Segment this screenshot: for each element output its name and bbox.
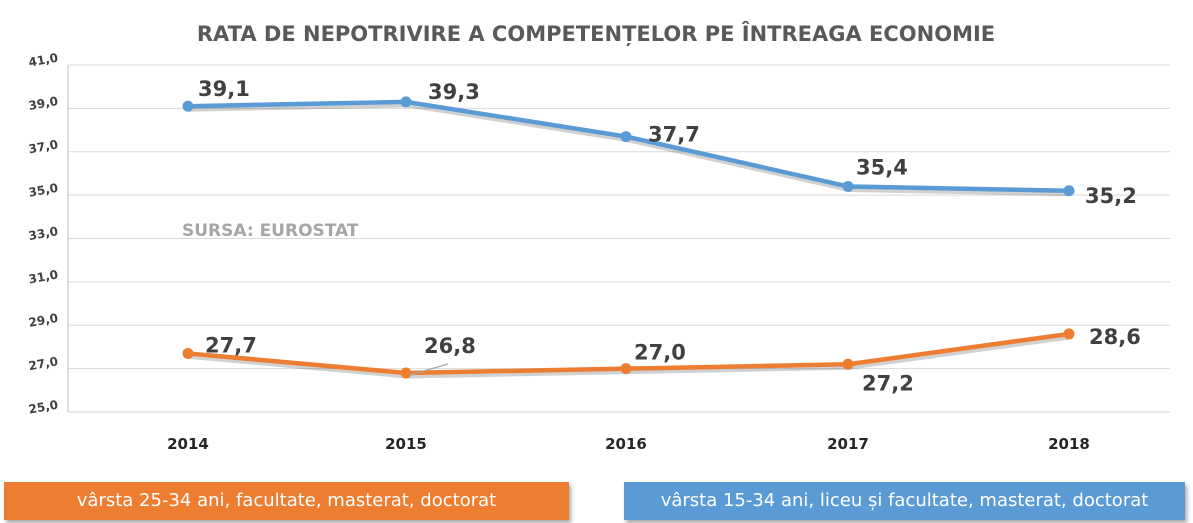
data-point: [842, 180, 854, 192]
data-label: 28,6: [1089, 325, 1141, 349]
y-tick-label: 25,0: [28, 398, 60, 417]
data-point: [182, 100, 194, 112]
x-tick-label: 2018: [1048, 435, 1090, 453]
y-tick-label: 35,0: [28, 181, 60, 200]
data-label: 39,3: [428, 80, 480, 104]
source-annotation: SURSA: EUROSTAT: [182, 221, 359, 241]
data-label: 26,8: [424, 334, 476, 358]
data-point: [400, 367, 412, 379]
x-axis: 2014 2015 2016 2017 2018: [167, 435, 1090, 453]
series-orange: 27,7 26,8 27,0 27,2 28,6: [182, 325, 1141, 395]
y-tick-label: 33,0: [28, 224, 60, 243]
x-tick-label: 2016: [605, 435, 647, 453]
legend-item-orange-series: vârsta 25-34 ani, facultate, masterat, d…: [4, 482, 569, 520]
chart-title: RATA DE NEPOTRIVIRE A COMPETENȚELOR PE Î…: [197, 21, 995, 47]
x-tick-label: 2017: [827, 435, 869, 453]
x-tick-label: 2015: [385, 435, 427, 453]
y-axis: 25,0 27,0 29,0 31,0 33,0 35,0 37,0 39,0 41,0: [28, 51, 69, 417]
data-point: [182, 347, 194, 359]
y-tick-label: 29,0: [28, 311, 60, 330]
data-label: 35,2: [1085, 184, 1137, 208]
x-tick-label: 2014: [167, 435, 209, 453]
data-point: [1063, 328, 1075, 340]
leader-line: [409, 363, 449, 376]
series-line: [185, 99, 1072, 194]
gridlines: [68, 64, 1170, 413]
y-tick-label: 27,0: [28, 354, 60, 373]
data-point: [400, 96, 412, 108]
series-blue: 39,1 39,3 37,7 35,4 35,2: [182, 77, 1137, 208]
data-label: 37,7: [648, 123, 700, 147]
data-point: [620, 131, 632, 143]
y-tick-label: 31,0: [28, 267, 60, 286]
series-layer: 39,1 39,3 37,7 35,4 35,2 27,7 26,8 27,0 27,2 28,6: [182, 77, 1141, 395]
data-point: [1063, 185, 1075, 197]
data-point: [842, 358, 854, 370]
data-label: 35,4: [856, 155, 908, 179]
data-label: 27,2: [862, 371, 914, 395]
y-tick-label: 41,0: [28, 51, 60, 70]
data-label: 39,1: [198, 77, 250, 101]
legend-item-blue-series: vârsta 15-34 ani, liceu și facultate, ma…: [624, 482, 1185, 520]
y-tick-label: 37,0: [28, 137, 60, 156]
line-chart: RATA DE NEPOTRIVIRE A COMPETENȚELOR PE Î…: [28, 21, 1170, 453]
data-label: 27,7: [205, 333, 257, 357]
data-label: 27,0: [634, 341, 686, 365]
series-line-shadow: [188, 102, 1071, 197]
data-point: [620, 363, 632, 375]
y-tick-label: 39,0: [28, 94, 60, 113]
